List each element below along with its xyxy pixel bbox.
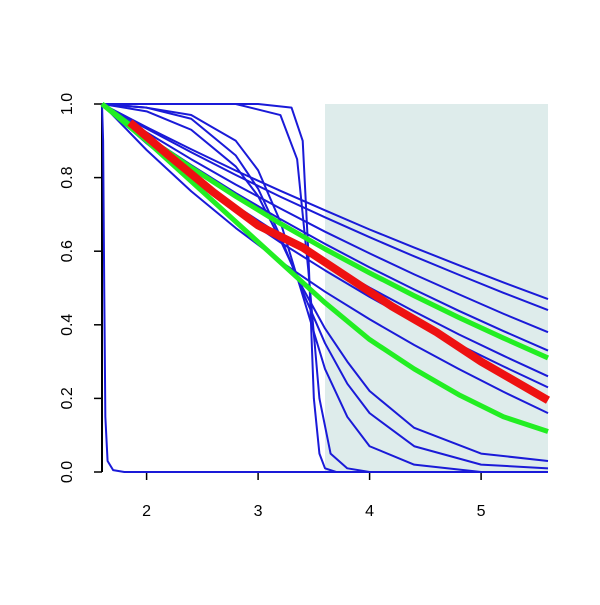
series-line xyxy=(101,103,549,334)
series-line xyxy=(101,103,548,473)
series-line xyxy=(101,103,549,462)
series-line xyxy=(101,103,549,470)
y-tick-label: 0.4 xyxy=(59,314,76,336)
y-tick-label: 0.8 xyxy=(59,166,76,188)
series-line xyxy=(101,103,549,300)
series-line xyxy=(101,103,549,312)
y-tick-label: 0.6 xyxy=(59,240,76,262)
y-tick-label: 0.0 xyxy=(59,461,76,483)
y-tick-label: 0.2 xyxy=(59,387,76,409)
x-tick-label: 4 xyxy=(365,503,374,520)
series-line xyxy=(101,103,549,415)
series-line xyxy=(101,103,548,473)
y-tick-label: 1.0 xyxy=(59,93,76,115)
x-tick-label: 3 xyxy=(254,503,263,520)
x-tick-label: 2 xyxy=(142,503,151,520)
x-tick-label: 5 xyxy=(477,503,486,520)
series-line xyxy=(127,119,551,404)
series-line xyxy=(100,102,549,434)
